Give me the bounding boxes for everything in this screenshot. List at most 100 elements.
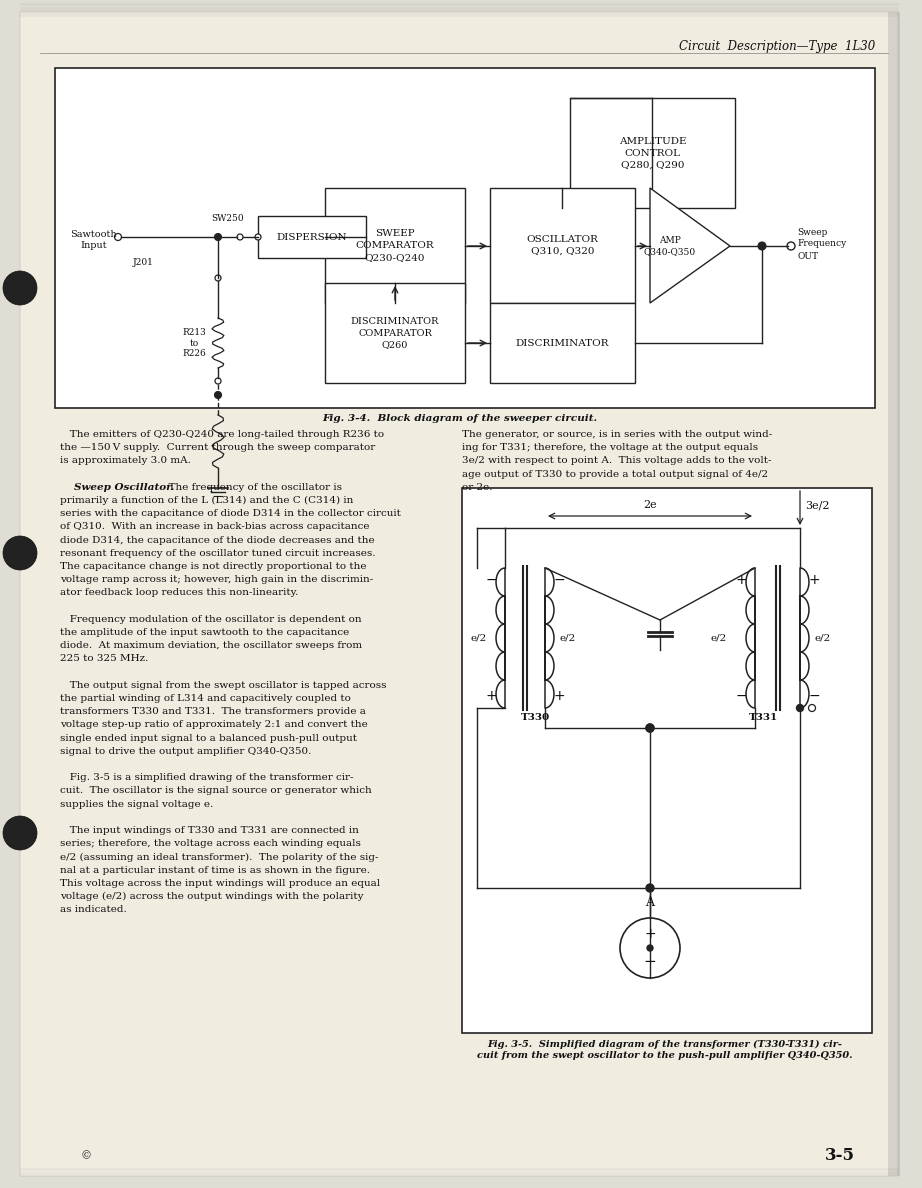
Text: the —150 V supply.  Current through the sweep comparator: the —150 V supply. Current through the s…: [60, 443, 375, 453]
Text: is approximately 3.0 mA.: is approximately 3.0 mA.: [60, 456, 191, 466]
Text: The generator, or source, is in series with the output wind-: The generator, or source, is in series w…: [462, 430, 773, 440]
Text: Sweep
Frequency: Sweep Frequency: [797, 228, 846, 248]
Circle shape: [647, 944, 653, 952]
Text: voltage step-up ratio of approximately 2:1 and convert the: voltage step-up ratio of approximately 2…: [60, 720, 368, 729]
Bar: [490, 188, 635, 303]
Text: diode.  At maximum deviation, the oscillator sweeps from: diode. At maximum deviation, the oscilla…: [60, 642, 362, 650]
Text: e/2 (assuming an ideal transformer).  The polarity of the sig-: e/2 (assuming an ideal transformer). The…: [60, 853, 379, 861]
Text: The capacitance change is not directly proportional to the: The capacitance change is not directly p…: [60, 562, 367, 571]
Circle shape: [620, 918, 680, 978]
Text: AMPLITUDE
CONTROL
Q280, Q290: AMPLITUDE CONTROL Q280, Q290: [619, 137, 686, 170]
Text: The output signal from the swept oscillator is tapped across: The output signal from the swept oscilla…: [60, 681, 386, 690]
Text: or 2e.: or 2e.: [462, 482, 492, 492]
Text: resonant frequency of the oscillator tuned circuit increases.: resonant frequency of the oscillator tun…: [60, 549, 375, 558]
Text: 2e: 2e: [644, 500, 656, 510]
Circle shape: [215, 378, 221, 384]
Text: Frequency modulation of the oscillator is dependent on: Frequency modulation of the oscillator i…: [60, 615, 361, 624]
Circle shape: [758, 242, 766, 249]
Text: age output of T330 to provide a total output signal of 4e/2: age output of T330 to provide a total ou…: [462, 469, 768, 479]
Circle shape: [3, 816, 37, 849]
Bar: [55, 68, 875, 407]
Circle shape: [646, 884, 654, 892]
Text: ing for T331; therefore, the voltage at the output equals: ing for T331; therefore, the voltage at …: [462, 443, 758, 453]
Text: AMP
Q340-Q350: AMP Q340-Q350: [644, 236, 696, 255]
Text: signal to drive the output amplifier Q340-Q350.: signal to drive the output amplifier Q34…: [60, 747, 312, 756]
Text: transformers T330 and T331.  The transformers provide a: transformers T330 and T331. The transfor…: [60, 707, 366, 716]
Text: +: +: [735, 573, 747, 587]
Text: J201: J201: [133, 258, 153, 267]
Text: Fig. 3-5 is a simplified drawing of the transformer cir-: Fig. 3-5 is a simplified drawing of the …: [60, 773, 353, 782]
Text: +: +: [553, 689, 565, 703]
Text: DISPERSION: DISPERSION: [277, 233, 348, 241]
Text: ator feedback loop reduces this non-linearity.: ator feedback loop reduces this non-line…: [60, 588, 299, 598]
Circle shape: [215, 234, 221, 240]
Text: the partial winding of L314 and capacitively coupled to: the partial winding of L314 and capaciti…: [60, 694, 351, 703]
Bar: [462, 488, 872, 1034]
Circle shape: [797, 704, 803, 712]
Text: −: −: [485, 573, 497, 587]
Text: e/2: e/2: [814, 633, 830, 643]
Circle shape: [215, 274, 221, 282]
Text: 3e/2: 3e/2: [805, 500, 830, 510]
Text: +: +: [485, 689, 497, 703]
Text: T331: T331: [749, 713, 777, 722]
Text: voltage ramp across it; however, high gain in the discrimin-: voltage ramp across it; however, high ga…: [60, 575, 373, 584]
Text: nal at a particular instant of time is as shown in the figure.: nal at a particular instant of time is a…: [60, 866, 370, 874]
Text: Sawtooth
Input: Sawtooth Input: [70, 230, 116, 249]
Text: OSCILLATOR
Q310, Q320: OSCILLATOR Q310, Q320: [526, 235, 598, 255]
Text: DISCRIMINATOR: DISCRIMINATOR: [515, 339, 609, 348]
Text: Circuit  Description—Type  1L30: Circuit Description—Type 1L30: [679, 40, 875, 53]
Circle shape: [646, 723, 654, 732]
Text: as indicated.: as indicated.: [60, 905, 126, 915]
Text: the amplitude of the input sawtooth to the capacitance: the amplitude of the input sawtooth to t…: [60, 628, 349, 637]
Bar: [888, 12, 900, 1176]
Text: This voltage across the input windings will produce an equal: This voltage across the input windings w…: [60, 879, 380, 887]
Text: voltage (e/2) across the output windings with the polarity: voltage (e/2) across the output windings…: [60, 892, 363, 902]
Circle shape: [809, 704, 815, 712]
Circle shape: [787, 242, 795, 249]
Bar: [325, 283, 465, 383]
Text: of Q310.  With an increase in back-bias across capacitance: of Q310. With an increase in back-bias a…: [60, 523, 370, 531]
Text: series; therefore, the voltage across each winding equals: series; therefore, the voltage across ea…: [60, 839, 361, 848]
Text: ©: ©: [80, 1151, 91, 1161]
Text: The frequency of the oscillator is: The frequency of the oscillator is: [162, 482, 342, 492]
Circle shape: [114, 234, 122, 240]
Text: −: −: [735, 689, 747, 703]
Text: e/2: e/2: [711, 633, 727, 643]
Text: 3-5: 3-5: [825, 1148, 855, 1164]
Text: diode D314, the capacitance of the diode decreases and the: diode D314, the capacitance of the diode…: [60, 536, 374, 544]
Circle shape: [215, 392, 221, 398]
Polygon shape: [650, 188, 730, 303]
Text: supplies the signal voltage e.: supplies the signal voltage e.: [60, 800, 213, 809]
Text: SW250: SW250: [212, 214, 244, 223]
Circle shape: [255, 234, 261, 240]
Text: series with the capacitance of diode D314 in the collector circuit: series with the capacitance of diode D31…: [60, 510, 401, 518]
Bar: [258, 216, 366, 258]
Text: primarily a function of the L (L314) and the C (C314) in: primarily a function of the L (L314) and…: [60, 497, 353, 505]
Text: e/2: e/2: [470, 633, 486, 643]
Text: single ended input signal to a balanced push-pull output: single ended input signal to a balanced …: [60, 734, 357, 742]
Bar: [570, 97, 735, 208]
Text: The emitters of Q230-Q240 are long-tailed through R236 to: The emitters of Q230-Q240 are long-taile…: [60, 430, 384, 440]
Text: Fig. 3-4.  Block diagram of the sweeper circuit.: Fig. 3-4. Block diagram of the sweeper c…: [323, 413, 597, 423]
Text: T330: T330: [520, 713, 550, 722]
Text: OUT: OUT: [797, 252, 818, 261]
Text: −: −: [553, 573, 565, 587]
Text: Fig. 3-5.  Simplified diagram of the transformer (T330-T331) cir-
cuit from the : Fig. 3-5. Simplified diagram of the tran…: [478, 1040, 853, 1060]
Text: The input windings of T330 and T331 are connected in: The input windings of T330 and T331 are …: [60, 826, 359, 835]
Text: +: +: [809, 573, 820, 587]
Text: Sweep Oscillator.: Sweep Oscillator.: [74, 482, 174, 492]
Text: +: +: [644, 927, 656, 941]
Text: SWEEP
COMPARATOR
Q230-Q240: SWEEP COMPARATOR Q230-Q240: [356, 229, 434, 261]
Bar: [325, 188, 465, 303]
Circle shape: [237, 234, 243, 240]
Text: A: A: [645, 896, 655, 909]
Circle shape: [646, 723, 654, 732]
Text: cuit.  The oscillator is the signal source or generator which: cuit. The oscillator is the signal sourc…: [60, 786, 372, 796]
Bar: [490, 303, 635, 383]
Text: 3e/2 with respect to point A.  This voltage adds to the volt-: 3e/2 with respect to point A. This volta…: [462, 456, 772, 466]
Text: 225 to 325 MHz.: 225 to 325 MHz.: [60, 655, 148, 663]
Text: −: −: [644, 954, 656, 969]
Circle shape: [3, 271, 37, 305]
Text: R213
to
R226: R213 to R226: [183, 328, 206, 358]
